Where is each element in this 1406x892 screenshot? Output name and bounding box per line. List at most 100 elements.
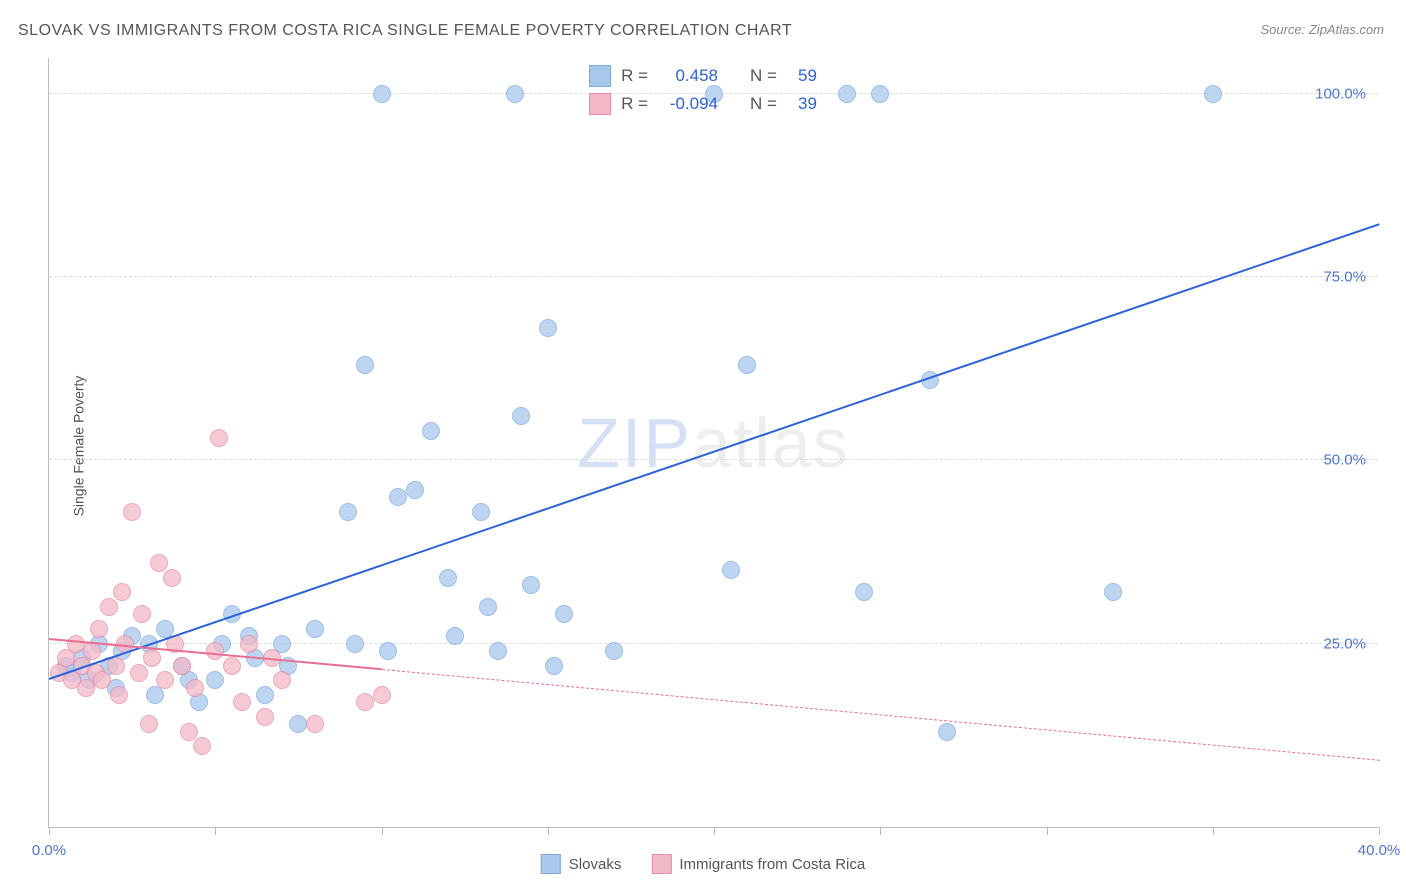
trendline [49,224,1380,681]
stats-n-label: N = [750,94,777,114]
x-tick [880,827,881,835]
scatter-point [373,85,391,103]
stats-r-value: -0.094 [658,94,718,114]
scatter-point [938,723,956,741]
scatter-point [223,657,241,675]
scatter-point [256,686,274,704]
scatter-point [855,583,873,601]
scatter-point [1204,85,1222,103]
scatter-point [113,583,131,601]
scatter-point [186,679,204,697]
stats-n-value: 59 [787,66,817,86]
scatter-point [256,708,274,726]
y-tick-label: 25.0% [1323,635,1366,652]
stats-n-value: 39 [787,94,817,114]
x-tick [714,827,715,835]
scatter-point [100,598,118,616]
stats-row: R =0.458N =59 [589,62,817,90]
x-tick [1379,827,1380,835]
legend-swatch [651,854,671,874]
scatter-point [110,686,128,704]
scatter-point [346,635,364,653]
scatter-point [379,642,397,660]
scatter-point [180,723,198,741]
gridline [49,459,1378,460]
scatter-point [738,356,756,374]
x-tick [1047,827,1048,835]
plot-area: ZIPatlas 25.0%50.0%75.0%100.0%0.0%40.0% [48,58,1378,828]
scatter-point [193,737,211,755]
scatter-point [143,649,161,667]
watermark: ZIPatlas [577,403,850,483]
scatter-point [722,561,740,579]
scatter-point [356,693,374,711]
scatter-point [472,503,490,521]
scatter-point [163,569,181,587]
stats-n-label: N = [750,66,777,86]
x-tick [215,827,216,835]
chart-title: SLOVAK VS IMMIGRANTS FROM COSTA RICA SIN… [18,22,792,40]
legend-item: Slovaks [541,854,622,874]
stats-legend: R = 0.458 N = 59 R = -0.094 N = 39 [589,62,817,118]
legend-swatch [589,93,611,115]
scatter-point [545,657,563,675]
y-tick-label: 50.0% [1323,452,1366,469]
watermark-part-a: ZIP [577,404,692,482]
x-tick [382,827,383,835]
scatter-point [123,503,141,521]
scatter-point [289,715,307,733]
scatter-point [871,85,889,103]
scatter-point [240,635,258,653]
scatter-point [306,715,324,733]
legend-swatch [541,854,561,874]
legend-label: Immigrants from Costa Rica [679,856,865,873]
bottom-legend: Slovaks Immigrants from Costa Rica [541,854,865,874]
y-tick-label: 75.0% [1323,269,1366,286]
scatter-point [506,85,524,103]
x-tick-label: 0.0% [32,842,66,859]
x-tick [548,827,549,835]
gridline [49,276,1378,277]
scatter-point [439,569,457,587]
x-tick [1213,827,1214,835]
scatter-point [605,642,623,660]
trendline-extrapolated [381,669,1379,761]
legend-swatch [589,65,611,87]
scatter-point [273,671,291,689]
scatter-point [1104,583,1122,601]
scatter-point [130,664,148,682]
scatter-point [539,319,557,337]
scatter-point [389,488,407,506]
scatter-point [512,407,530,425]
scatter-point [555,605,573,623]
scatter-point [356,356,374,374]
scatter-point [140,715,158,733]
scatter-point [67,635,85,653]
stats-r-value: 0.458 [658,66,718,86]
scatter-point [93,671,111,689]
scatter-point [133,605,151,623]
scatter-point [522,576,540,594]
x-tick [49,827,50,835]
scatter-point [173,657,191,675]
scatter-point [83,642,101,660]
source-attribution: Source: ZipAtlas.com [1260,22,1384,37]
scatter-point [206,671,224,689]
scatter-point [339,503,357,521]
scatter-point [479,598,497,616]
scatter-point [206,642,224,660]
scatter-point [306,620,324,638]
scatter-point [156,671,174,689]
legend-label: Slovaks [569,856,622,873]
chart-container: SLOVAK VS IMMIGRANTS FROM COSTA RICA SIN… [0,0,1406,892]
legend-item: Immigrants from Costa Rica [651,854,865,874]
watermark-part-b: atlas [692,404,850,482]
stats-row: R = -0.094 N = 39 [589,90,817,118]
scatter-point [406,481,424,499]
scatter-point [446,627,464,645]
scatter-point [422,422,440,440]
scatter-point [489,642,507,660]
scatter-point [210,429,228,447]
stats-r-label: R = [621,94,648,114]
scatter-point [373,686,391,704]
